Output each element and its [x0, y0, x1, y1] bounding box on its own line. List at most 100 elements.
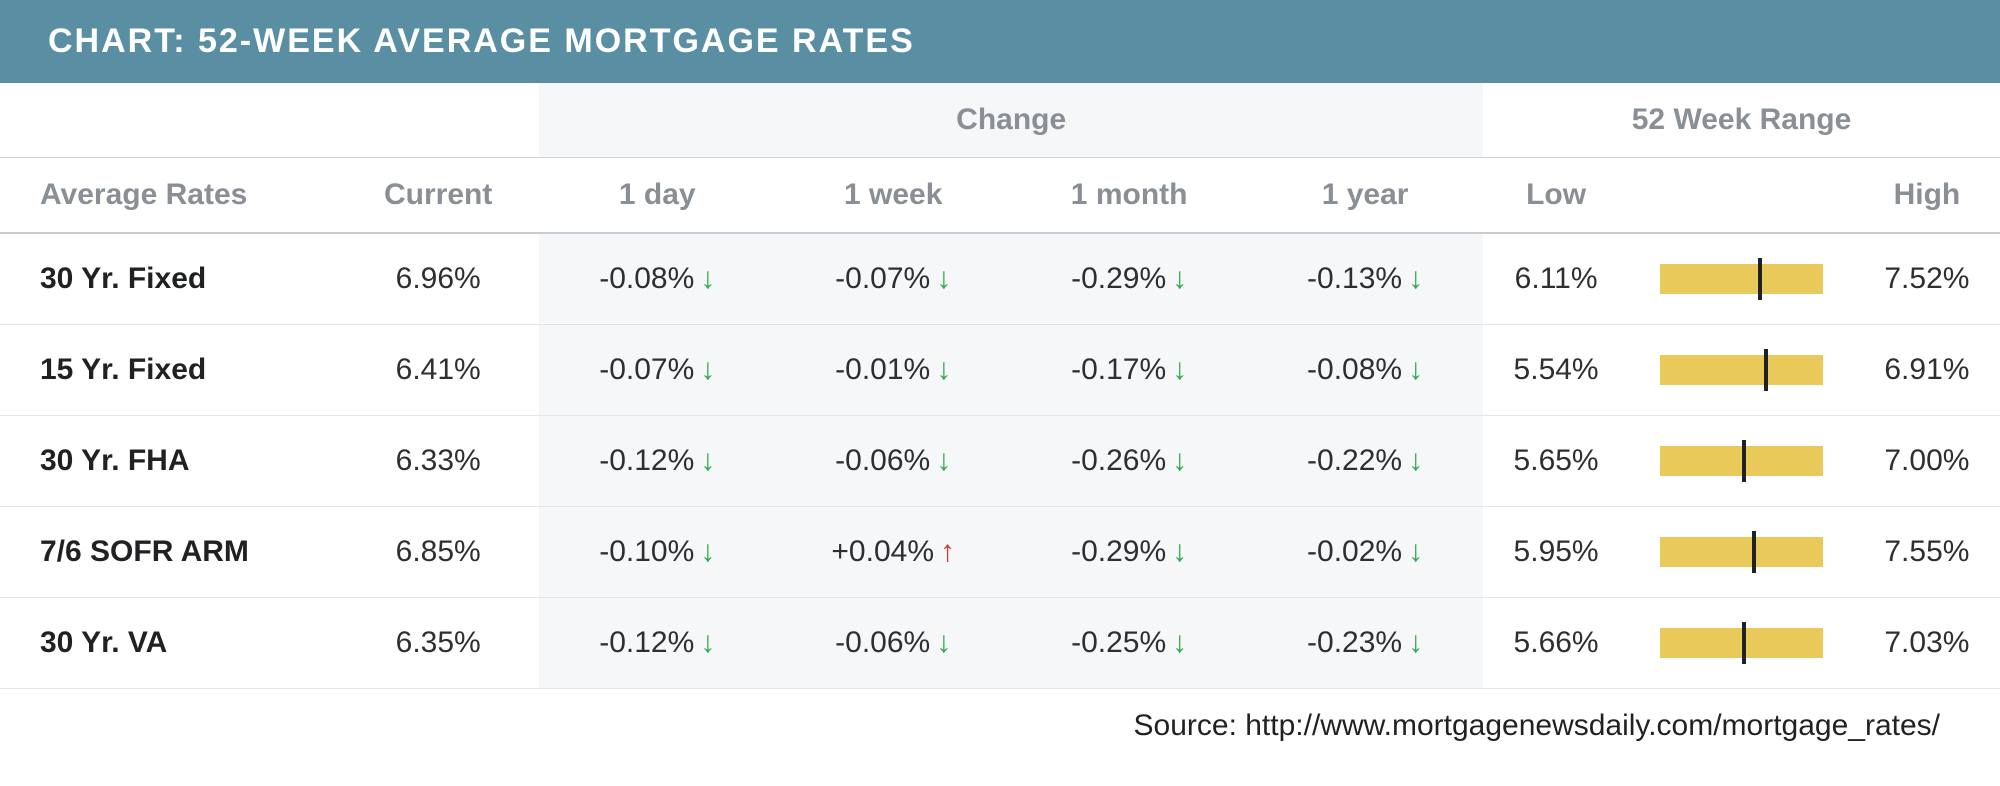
- rate-change: -0.25%↓: [1011, 598, 1247, 689]
- range-high: 7.52%: [1854, 233, 2000, 325]
- col-1week: 1 week: [775, 158, 1011, 234]
- table-row: 30 Yr. Fixed6.96%-0.08%↓-0.07%↓-0.29%↓-0…: [0, 233, 2000, 325]
- change-value: -0.23%: [1307, 626, 1402, 659]
- arrow-up-icon: ↑: [934, 535, 955, 568]
- col-low: Low: [1483, 158, 1629, 234]
- change-value: -0.29%: [1071, 262, 1166, 295]
- change-value: -0.10%: [599, 535, 694, 568]
- header-change-group: Change: [539, 83, 1483, 158]
- arrow-down-icon: ↓: [1402, 626, 1423, 659]
- arrow-down-icon: ↓: [1166, 626, 1187, 659]
- rate-change: -0.08%↓: [539, 233, 775, 325]
- rate-name: 30 Yr. VA: [0, 598, 337, 689]
- arrow-down-icon: ↓: [1402, 353, 1423, 386]
- range-high: 7.55%: [1854, 507, 2000, 598]
- rate-name: 30 Yr. FHA: [0, 416, 337, 507]
- range-marker: [1742, 622, 1746, 664]
- change-value: -0.13%: [1307, 262, 1402, 295]
- range-high: 7.00%: [1854, 416, 2000, 507]
- rate-change: -0.07%↓: [775, 233, 1011, 325]
- range-marker: [1742, 440, 1746, 482]
- col-high: High: [1854, 158, 2000, 234]
- rate-change: -0.26%↓: [1011, 416, 1247, 507]
- rate-change: -0.13%↓: [1247, 233, 1483, 325]
- arrow-down-icon: ↓: [1166, 262, 1187, 295]
- rate-current: 6.96%: [337, 233, 539, 325]
- change-value: -0.12%: [599, 626, 694, 659]
- rate-current: 6.85%: [337, 507, 539, 598]
- change-value: -0.08%: [1307, 353, 1402, 386]
- arrow-down-icon: ↓: [1402, 535, 1423, 568]
- source-text: Source: http://www.mortgagenewsdaily.com…: [0, 689, 2000, 743]
- range-marker: [1764, 349, 1768, 391]
- change-value: -0.29%: [1071, 535, 1166, 568]
- range-low: 5.66%: [1483, 598, 1629, 689]
- rate-change: -0.06%↓: [775, 416, 1011, 507]
- range-low: 5.65%: [1483, 416, 1629, 507]
- rate-name: 15 Yr. Fixed: [0, 325, 337, 416]
- rate-change: -0.23%↓: [1247, 598, 1483, 689]
- change-value: -0.25%: [1071, 626, 1166, 659]
- range-bar: [1660, 264, 1824, 294]
- rate-change: -0.29%↓: [1011, 507, 1247, 598]
- rate-change: -0.02%↓: [1247, 507, 1483, 598]
- rate-change: -0.07%↓: [539, 325, 775, 416]
- rate-change: -0.12%↓: [539, 598, 775, 689]
- rate-current: 6.41%: [337, 325, 539, 416]
- change-value: -0.26%: [1071, 444, 1166, 477]
- range-high: 6.91%: [1854, 325, 2000, 416]
- arrow-down-icon: ↓: [694, 262, 715, 295]
- rate-change: -0.06%↓: [775, 598, 1011, 689]
- header-spacer: [0, 83, 539, 158]
- table-row: 30 Yr. FHA6.33%-0.12%↓-0.06%↓-0.26%↓-0.2…: [0, 416, 2000, 507]
- change-value: -0.12%: [599, 444, 694, 477]
- rate-current: 6.33%: [337, 416, 539, 507]
- arrow-down-icon: ↓: [930, 353, 951, 386]
- change-value: -0.01%: [835, 353, 930, 386]
- change-value: -0.06%: [835, 626, 930, 659]
- arrow-down-icon: ↓: [1166, 535, 1187, 568]
- change-value: -0.02%: [1307, 535, 1402, 568]
- change-value: -0.22%: [1307, 444, 1402, 477]
- range-bar-cell: [1629, 416, 1854, 507]
- range-bar-cell: [1629, 325, 1854, 416]
- rate-name: 7/6 SOFR ARM: [0, 507, 337, 598]
- arrow-down-icon: ↓: [930, 444, 951, 477]
- arrow-down-icon: ↓: [694, 535, 715, 568]
- rate-change: -0.17%↓: [1011, 325, 1247, 416]
- col-range: [1629, 158, 1854, 234]
- range-high: 7.03%: [1854, 598, 2000, 689]
- rate-name: 30 Yr. Fixed: [0, 233, 337, 325]
- range-bar-cell: [1629, 233, 1854, 325]
- arrow-down-icon: ↓: [1402, 444, 1423, 477]
- range-bar: [1660, 355, 1824, 385]
- rate-change: -0.10%↓: [539, 507, 775, 598]
- range-bar-cell: [1629, 507, 1854, 598]
- arrow-down-icon: ↓: [694, 626, 715, 659]
- change-value: -0.06%: [835, 444, 930, 477]
- header-range-group: 52 Week Range: [1483, 83, 2000, 158]
- arrow-down-icon: ↓: [1402, 262, 1423, 295]
- rate-change: -0.22%↓: [1247, 416, 1483, 507]
- range-marker: [1752, 531, 1756, 573]
- chart-title: CHART: 52-WEEK AVERAGE MORTGAGE RATES: [0, 0, 2000, 83]
- rate-change: -0.29%↓: [1011, 233, 1247, 325]
- col-1month: 1 month: [1011, 158, 1247, 234]
- table-row: 15 Yr. Fixed6.41%-0.07%↓-0.01%↓-0.17%↓-0…: [0, 325, 2000, 416]
- range-low: 5.95%: [1483, 507, 1629, 598]
- arrow-down-icon: ↓: [930, 626, 951, 659]
- change-value: +0.04%: [831, 535, 934, 568]
- arrow-down-icon: ↓: [1166, 353, 1187, 386]
- change-value: -0.07%: [835, 262, 930, 295]
- rate-change: -0.08%↓: [1247, 325, 1483, 416]
- change-value: -0.08%: [599, 262, 694, 295]
- range-bar: [1660, 537, 1824, 567]
- table-row: 30 Yr. VA6.35%-0.12%↓-0.06%↓-0.25%↓-0.23…: [0, 598, 2000, 689]
- col-current: Current: [337, 158, 539, 234]
- change-value: -0.17%: [1071, 353, 1166, 386]
- range-low: 5.54%: [1483, 325, 1629, 416]
- table-row: 7/6 SOFR ARM6.85%-0.10%↓+0.04%↑-0.29%↓-0…: [0, 507, 2000, 598]
- rates-table: Change 52 Week Range Average Rates Curre…: [0, 83, 2000, 689]
- range-marker: [1758, 258, 1762, 300]
- rate-change: -0.12%↓: [539, 416, 775, 507]
